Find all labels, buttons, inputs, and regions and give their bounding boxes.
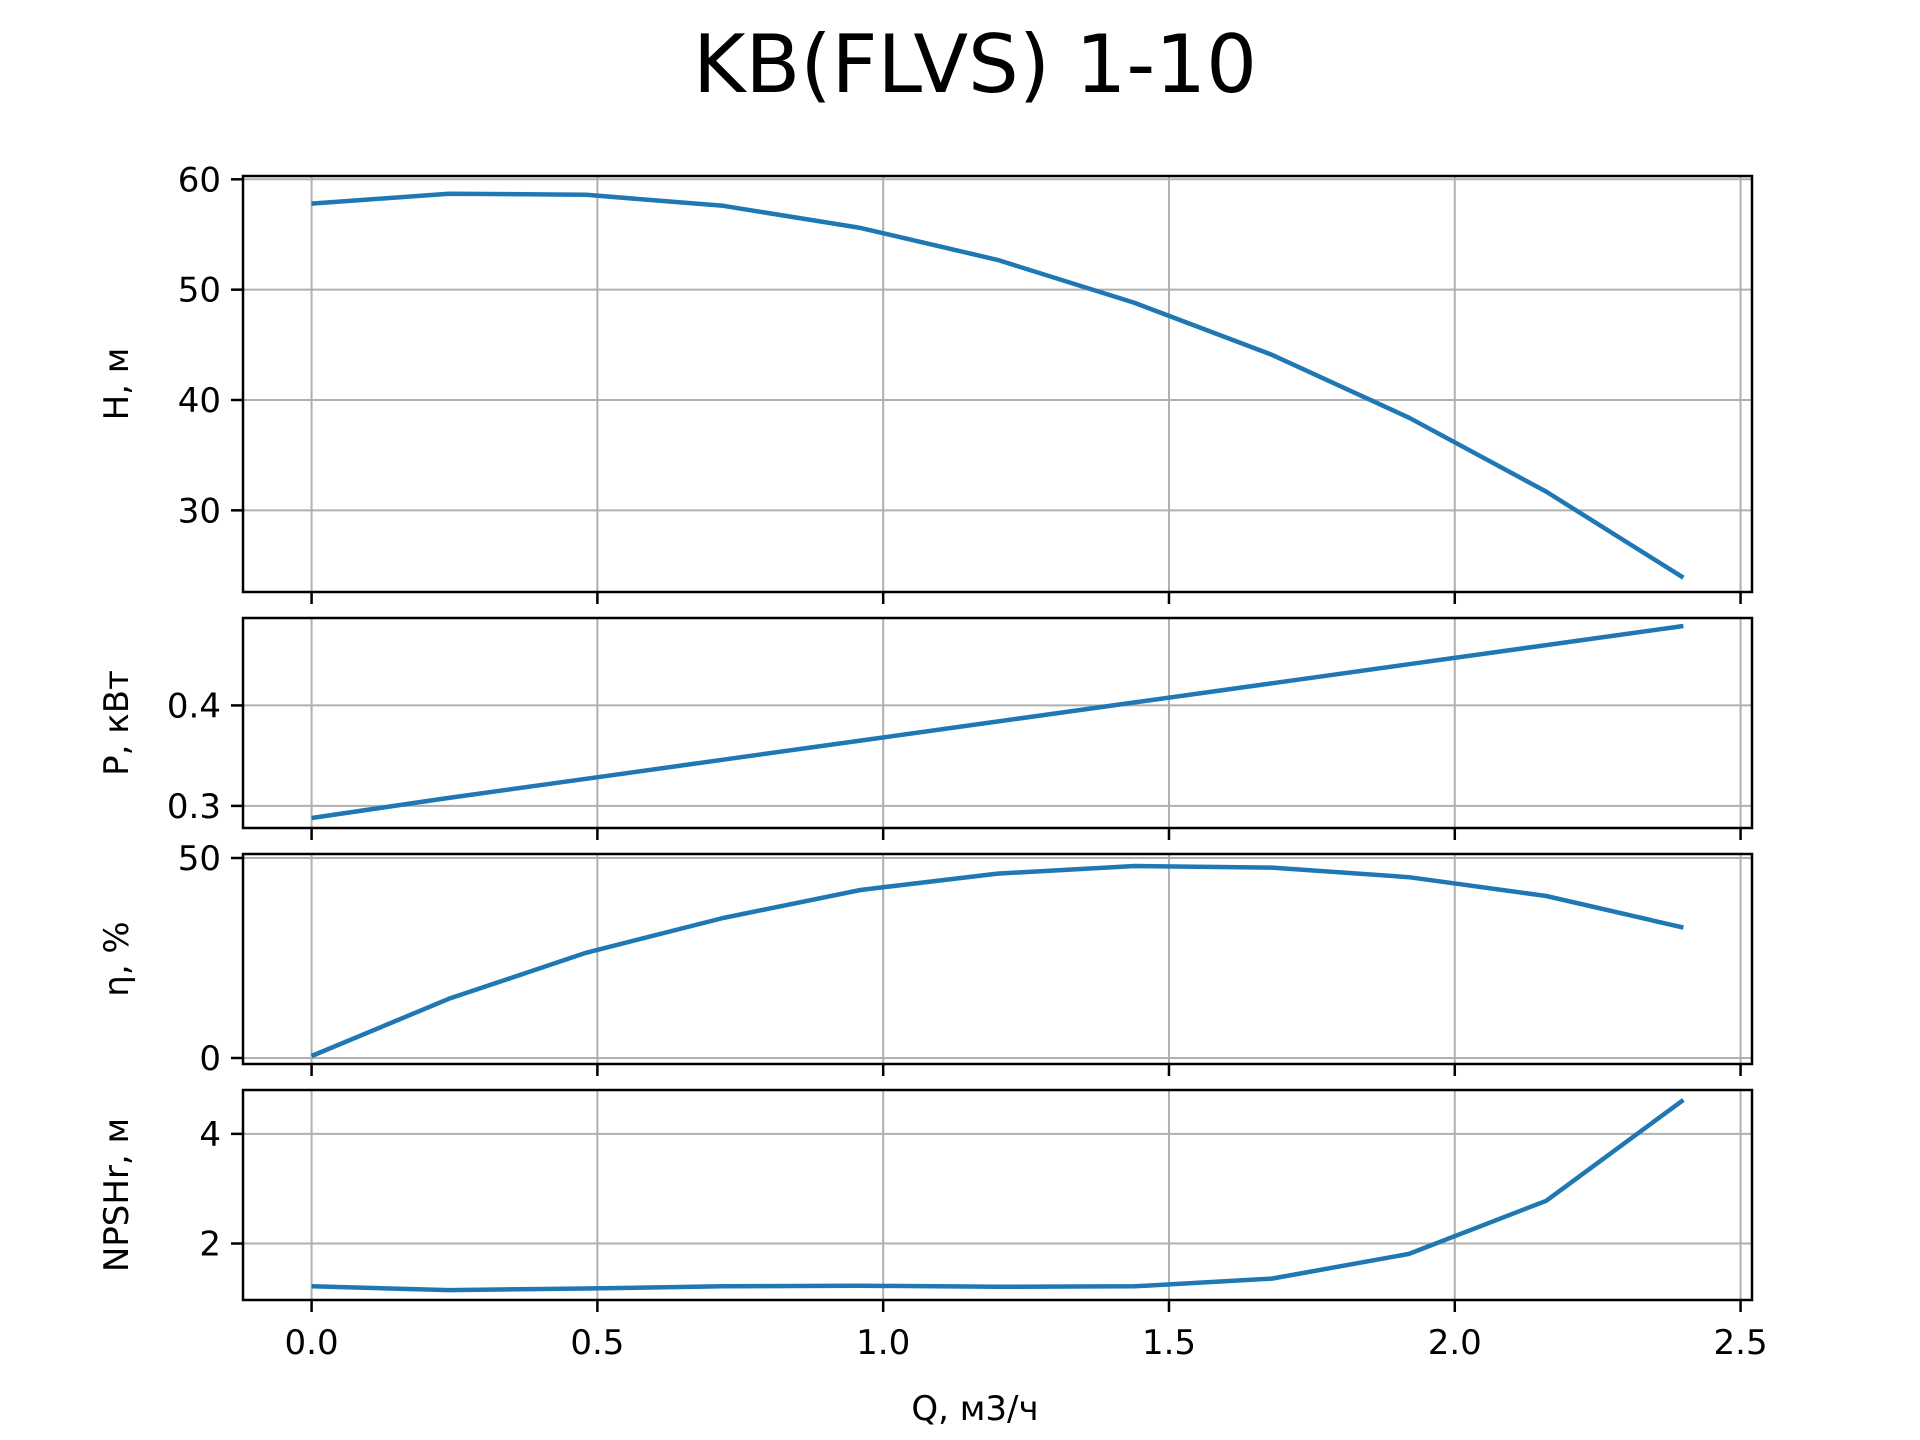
panel-npshr: 2 4 NPSHr, м <box>97 1088 1754 1312</box>
y-tick-label: 60 <box>178 160 221 200</box>
x-tick-label: 1.5 <box>1142 1323 1196 1363</box>
series-line-h <box>311 191 1685 580</box>
x-tick-label: 0.0 <box>285 1323 339 1363</box>
series-line-npshr <box>311 1098 1685 1293</box>
series-line-p <box>311 623 1684 821</box>
y-axis-label-npshr: NPSHr, м <box>97 1118 137 1272</box>
x-tick-labels: 0.0 0.5 1.0 1.5 2.0 2.5 <box>285 1323 1768 1363</box>
panel-frame <box>241 616 1754 830</box>
chart-panels: 30 40 50 60 H, м 0.3 0.4 P, кВт 0 50 η, % 2 4 NPSHr, … <box>97 160 1754 1312</box>
y-axis-label-h: H, м <box>97 348 137 421</box>
x-axis-label: Q, м3/ч <box>911 1389 1038 1429</box>
y-axis-label-eta: η, % <box>97 921 137 996</box>
y-tick-label: 50 <box>178 271 221 311</box>
x-tick-label: 2.5 <box>1714 1323 1768 1363</box>
x-tick-label: 0.5 <box>570 1323 624 1363</box>
y-tick-label: 30 <box>178 491 221 531</box>
chart-title: KB(FLVS) 1-10 <box>693 18 1257 111</box>
y-axis-label-p: P, кВт <box>97 670 137 776</box>
panel-frame <box>241 174 1754 594</box>
series-line-eta <box>310 863 1684 1059</box>
panel-frame <box>241 852 1754 1066</box>
x-tick-label: 1.0 <box>856 1323 910 1363</box>
y-tick-label: 50 <box>178 839 221 879</box>
y-tick-label: 0.4 <box>167 686 221 726</box>
panel-eta: 0 50 η, % <box>97 839 1754 1079</box>
y-tick-label: 40 <box>178 381 221 421</box>
panel-frame <box>241 1088 1754 1302</box>
y-tick-label: 0.3 <box>167 787 221 827</box>
x-tick-label: 2.0 <box>1428 1323 1482 1363</box>
panel-p: 0.3 0.4 P, кВт <box>97 616 1754 840</box>
y-tick-label: 0 <box>199 1039 221 1079</box>
panel-h: 30 40 50 60 H, м <box>97 160 1754 604</box>
y-tick-label: 2 <box>199 1225 221 1265</box>
y-tick-label: 4 <box>199 1115 221 1155</box>
